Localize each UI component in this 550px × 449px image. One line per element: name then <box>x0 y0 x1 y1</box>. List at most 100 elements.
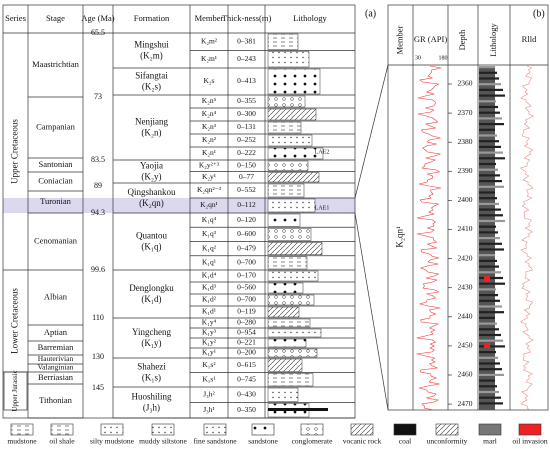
lithology-band <box>479 145 501 148</box>
lithology-band <box>479 231 498 234</box>
legend-swatch <box>518 423 542 436</box>
member-code: J₃h¹ <box>203 405 215 414</box>
thickness: 0–600 <box>237 229 256 238</box>
lithology-band <box>479 396 501 399</box>
thickness: 0–120 <box>237 215 256 224</box>
legend-swatch <box>100 423 124 436</box>
column-header: Series <box>5 13 26 23</box>
lithology-band <box>479 248 504 251</box>
legend-label: muddy siltstone <box>139 437 187 446</box>
stage-label: Hauterivian <box>38 354 74 363</box>
lithology-band <box>479 254 495 257</box>
lithology-band <box>479 265 499 268</box>
member-code: K₁y³ <box>202 328 217 337</box>
lithology-band <box>479 128 495 131</box>
lithology-pattern <box>267 387 299 402</box>
lithology-band <box>479 191 495 194</box>
member-code: K₁d² <box>202 295 217 304</box>
lithology-band <box>479 282 505 285</box>
member-code: K₁d¹ <box>202 307 216 316</box>
column-header: Rlld <box>522 34 537 44</box>
lithology-band <box>479 299 500 302</box>
thickness: 0–954 <box>237 328 256 337</box>
column-header: Depth <box>457 29 467 51</box>
lithology-band <box>479 185 504 188</box>
lithology-band <box>479 373 504 376</box>
thickness: 0–112 <box>237 200 256 209</box>
series-box <box>3 371 28 411</box>
lithology-pattern <box>267 294 315 306</box>
lithology-pattern <box>267 328 322 338</box>
stage-label: Berriasian <box>38 372 74 382</box>
column-header: Formation <box>134 13 170 23</box>
depth-label: 2390 <box>458 166 473 175</box>
thickness: 0–77 <box>239 172 254 181</box>
legend-label: coal <box>399 437 412 446</box>
legend-label: sandstone <box>248 437 278 446</box>
lithology-band <box>479 208 501 211</box>
panel-label: (b) <box>533 8 545 19</box>
lithology-pattern <box>267 228 312 241</box>
column-header: Age (Ma) <box>81 13 114 23</box>
member-code: K₂n⁵ <box>202 96 217 105</box>
lithology-band <box>479 219 505 223</box>
thickness: 0–350 <box>237 405 256 414</box>
stage-label: Campanian <box>36 121 75 131</box>
highlight <box>3 198 355 213</box>
lithology-band <box>479 333 501 337</box>
formation-code: (K₂qn) <box>139 198 164 208</box>
member-label: K₂qn¹ <box>395 226 405 248</box>
oil-invasion <box>484 343 490 348</box>
lithology-band <box>479 197 497 200</box>
legend-label: silty mudstone <box>90 437 135 446</box>
lithology-band <box>479 379 495 382</box>
member-code: K₂n⁴ <box>202 109 217 118</box>
lithology-pattern <box>267 121 302 134</box>
formation-code: (K₂y) <box>141 172 161 182</box>
thickness: 0–745 <box>237 374 256 383</box>
thickness: 0–170 <box>237 271 256 280</box>
formation-code: (K₂n) <box>141 128 161 138</box>
lithology-band <box>479 94 505 97</box>
thickness: 0–381 <box>237 36 256 45</box>
age-label: 110 <box>92 313 104 322</box>
rlld-curve <box>519 65 535 411</box>
stage-label: Albian <box>44 291 68 301</box>
formation-name: Sifangtai <box>135 71 168 81</box>
legend-label: fine sandstone <box>193 437 237 446</box>
column-header: Thick-ness(m) <box>222 13 272 23</box>
lithology-pattern <box>267 338 307 348</box>
depth-label: 2370 <box>458 108 473 117</box>
lithology-band <box>479 162 496 166</box>
oil-invasion <box>484 276 490 282</box>
depth-label: 2450 <box>458 341 473 350</box>
lithology-pattern <box>267 306 300 318</box>
thickness: 0–119 <box>237 307 256 316</box>
thickness: 0–221 <box>237 338 256 347</box>
age-label: 94.3 <box>91 208 105 217</box>
lithology-band <box>479 100 496 103</box>
member-code: K₂qn¹ <box>200 200 218 209</box>
member-code: K₁q³ <box>202 229 217 238</box>
depth-label: 2430 <box>458 282 473 291</box>
legend-label: unconformity <box>427 437 468 446</box>
age-label: 130 <box>92 352 104 361</box>
legend-swatch <box>435 423 459 436</box>
coal-bed <box>268 408 328 411</box>
member-code: K₂y¹ <box>202 172 216 181</box>
stage-label: Coniacian <box>38 175 73 185</box>
frame <box>387 4 549 411</box>
formation-code: (K₁d) <box>141 294 161 304</box>
lithology-pattern <box>267 183 305 198</box>
lithology-band <box>479 316 495 319</box>
lithology-band <box>479 402 503 405</box>
column-header: Lithology <box>293 13 327 23</box>
legend-swatch <box>151 423 175 436</box>
lithology-band <box>479 237 500 240</box>
legend-label: mudstone <box>7 437 37 446</box>
member-code: K₂n³ <box>202 122 217 131</box>
lithology-band <box>479 123 504 126</box>
member-code: K₁q² <box>202 243 217 252</box>
lithology-band <box>479 71 497 74</box>
legend-label: conglomerate <box>292 437 333 446</box>
